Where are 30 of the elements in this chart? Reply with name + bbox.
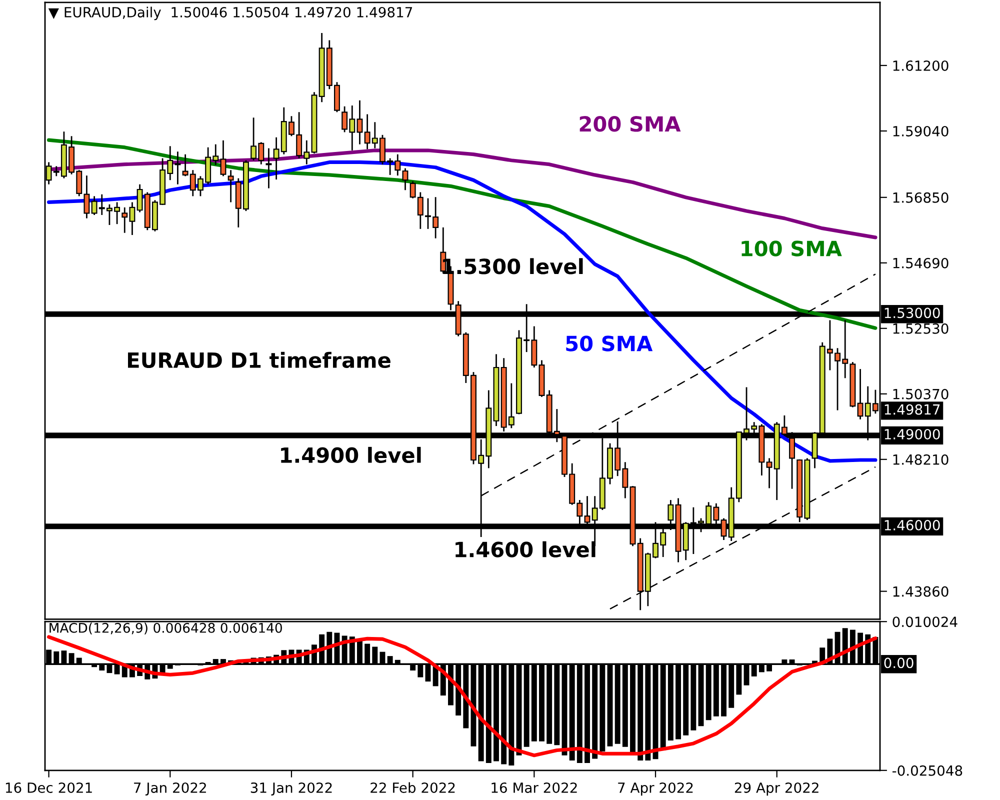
y-tick-label: 0.010024: [892, 616, 958, 628]
x-tick-label: 16 Mar 2022: [492, 782, 577, 793]
ref-line-label: 1.53000: [884, 308, 940, 318]
x-tick-label: 22 Feb 2022: [370, 782, 455, 793]
ref-line-label: 0.00: [884, 658, 914, 668]
series-label: 200 SMA: [580, 116, 681, 132]
series-label: 50 SMA: [566, 336, 653, 352]
series-label: 100 SMA: [742, 240, 842, 256]
ref-line-label: 1.49000: [884, 428, 940, 440]
y-tick-label: 1.50370: [893, 388, 948, 400]
x-tick-label: 16 Dec 2021: [6, 782, 92, 793]
y-tick-label: 1.56850: [893, 192, 948, 203]
y-tick-label: 1.61200: [893, 60, 948, 71]
text: 1.49817: [884, 404, 940, 415]
ref-line-label: 1.46000: [884, 520, 940, 530]
x-tick-label: 29 Apr 2022: [734, 782, 818, 796]
y-tick-label: 1.48210: [893, 454, 948, 465]
chart-title: ▼ EURAUD,Daily 1.50046 1.50504 1.49720 1.49817: [48, 6, 412, 20]
y-tick-label: 1.59040: [893, 126, 948, 136]
y-tick-label: 1.52530: [893, 323, 948, 334]
annotation: 1.4900 level: [281, 446, 421, 464]
x-tick-label: 31 Jan 2022: [250, 782, 332, 796]
y-tick-label: 1.43860: [893, 586, 948, 597]
x-tick-label: 7 Apr 2022: [618, 782, 693, 796]
y-tick-label: -0.025048: [892, 765, 962, 776]
annotation: 1.4600 level: [456, 541, 596, 558]
y-tick-label: 1.54690: [893, 258, 948, 268]
x-tick-label: 7 Jan 2022: [134, 782, 206, 796]
chart-title: MACD(12,26,9) 0.006428 0.006140: [50, 622, 282, 634]
annotation: EURAUD D1 timeframe: [128, 352, 390, 368]
